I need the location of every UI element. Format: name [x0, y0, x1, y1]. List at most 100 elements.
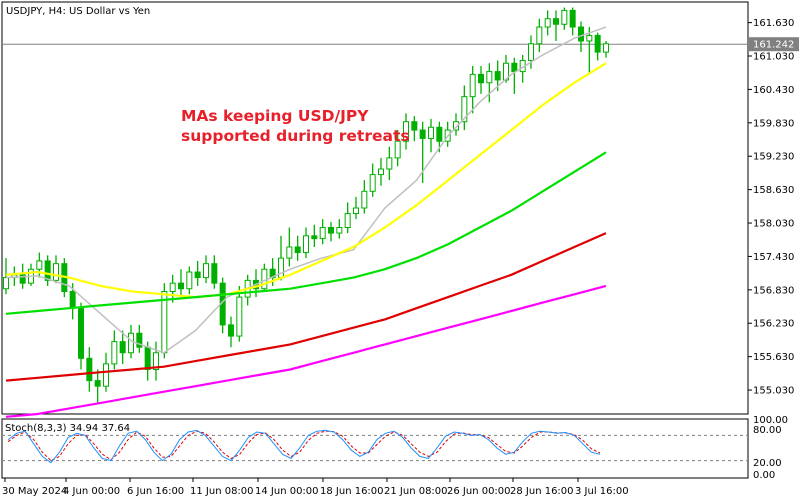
candle-body [178, 282, 184, 290]
stochastic-level-label: 100.00 [753, 415, 788, 426]
candle-body [536, 26, 543, 45]
price-tick-label: 156.830 [753, 285, 794, 296]
candle-body [461, 96, 468, 123]
candle-body [428, 126, 434, 139]
price-tick-label: 159.230 [753, 152, 794, 163]
candle-body [128, 332, 134, 354]
annotation-line: supported during retreats [181, 127, 410, 145]
candle-body [378, 168, 384, 176]
candle-body [19, 274, 26, 284]
candle-body [594, 34, 601, 53]
stochastic-d-line [7, 430, 601, 462]
annotation-line: MAs keeping USD/JPY [181, 107, 369, 125]
price-tick-label: 161.030 [753, 52, 794, 63]
candle-body [336, 226, 343, 234]
candles [3, 7, 609, 403]
candle-body [419, 129, 426, 139]
candle-body [469, 73, 476, 98]
time-tick-label: 21 Jun 08:00 [384, 486, 448, 497]
price-tick-label: 158.630 [753, 185, 794, 196]
current-price-tag [749, 37, 799, 52]
price-tick-label: 157.430 [753, 252, 794, 263]
candle-body [328, 226, 334, 234]
time-tick-label: 28 Jun 16:00 [510, 486, 574, 497]
candle-body [78, 307, 84, 359]
candle-body [569, 9, 576, 28]
main-plot-frame [1, 1, 749, 415]
candle-body [311, 235, 318, 240]
candle-body [94, 380, 101, 387]
candle-body [169, 282, 176, 293]
candle-body [86, 357, 93, 382]
candle-body [353, 207, 359, 215]
candle-body [261, 268, 268, 290]
price-tick-label: 155.630 [753, 352, 794, 363]
stochastic-level-label: 0.00 [753, 470, 775, 481]
price-tick-label: 158.030 [753, 219, 794, 230]
candle-body [319, 226, 326, 240]
time-tick-label: 30 May 2024 [2, 486, 67, 497]
candle-body [153, 352, 159, 370]
candle-body [386, 157, 393, 170]
candle-body [369, 174, 376, 192]
candle-body [69, 291, 76, 309]
candle-body [3, 277, 9, 290]
stochastic-label: Stoch(8,3,3) 34.94 37.64 [5, 423, 130, 434]
candle-body [294, 246, 301, 254]
candle-body [119, 341, 126, 354]
candle-body [453, 121, 459, 131]
moving-average-line [5, 26, 607, 354]
candle-body [303, 235, 309, 254]
time-tick-label: 6 Jun 16:00 [127, 486, 184, 497]
candle-body [361, 190, 368, 209]
price-tick-label: 160.430 [753, 85, 794, 96]
time-tick-label: 4 Jun 00:00 [63, 486, 120, 497]
candle-body [211, 263, 218, 284]
candle-body [586, 34, 593, 42]
candle-body [394, 140, 401, 159]
candle-body [344, 213, 351, 228]
candle-body [578, 26, 584, 42]
current-price-label: 161.242 [753, 40, 794, 51]
price-tick-label: 159.830 [753, 118, 794, 129]
time-tick-label: 18 Jun 16:00 [320, 486, 384, 497]
candle-body [478, 73, 484, 84]
candle-body [494, 71, 501, 81]
candle-body [228, 324, 234, 337]
time-tick-label: 3 Jul 16:00 [575, 486, 629, 497]
candle-body [44, 260, 51, 281]
candle-body [194, 271, 201, 279]
annotation-text: MAs keeping USD/JPY supported during retr… [181, 107, 410, 145]
candle-body [236, 296, 243, 337]
moving-average-line [5, 62, 607, 299]
stochastic-plot-frame [1, 418, 749, 479]
candle-body [53, 263, 59, 281]
time-tick-label: 14 Jun 00:00 [255, 486, 319, 497]
moving-average-line [5, 232, 607, 382]
candle-body [436, 126, 443, 142]
price-tick-label: 155.030 [753, 386, 794, 397]
price-tick-label: 156.230 [753, 319, 794, 330]
time-tick-label: 11 Jun 08:00 [190, 486, 254, 497]
candle-body [203, 263, 209, 279]
candle-body [411, 121, 418, 131]
candle-body [111, 341, 118, 365]
price-tick-label: 161.630 [753, 18, 794, 29]
candle-body [403, 121, 409, 142]
candle-body [553, 18, 559, 25]
candle-body [144, 346, 151, 370]
candle-body [603, 43, 609, 53]
candle-body [544, 18, 551, 28]
stochastic-k-line [7, 429, 601, 464]
stochastic-level-label: 80.00 [753, 425, 782, 436]
candle-body [561, 9, 568, 25]
candle-body [486, 71, 493, 84]
candle-body [186, 271, 193, 290]
candle-body [511, 62, 518, 73]
candle-body [528, 43, 534, 61]
candle-body [136, 332, 143, 348]
candle-body [286, 246, 293, 259]
stochastic-level-label: 20.00 [753, 458, 782, 469]
